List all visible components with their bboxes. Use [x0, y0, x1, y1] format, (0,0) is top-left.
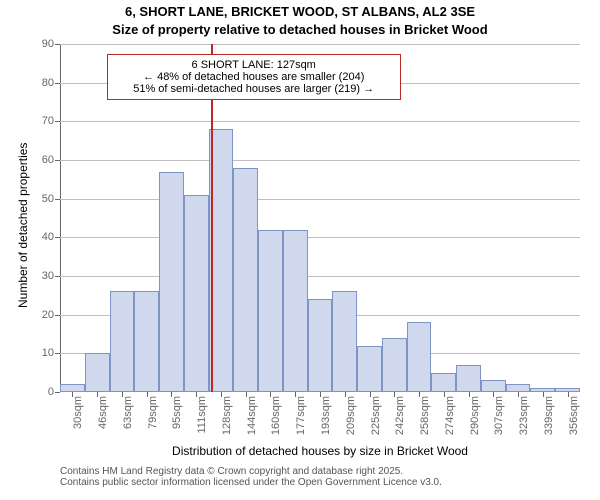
gridline — [60, 44, 580, 45]
histogram-bar — [481, 380, 506, 392]
x-tick-label: 339sqm — [543, 396, 555, 435]
y-tick-label: 70 — [30, 115, 60, 127]
footer-line: Contains public sector information licen… — [60, 477, 442, 488]
x-tick-label: 323sqm — [518, 396, 530, 435]
y-tick-label: 60 — [30, 154, 60, 166]
histogram-bar — [233, 168, 258, 392]
annotation-line: ← 48% of detached houses are smaller (20… — [112, 71, 396, 83]
x-tick-label: 225sqm — [370, 396, 382, 435]
annotation-box: 6 SHORT LANE: 127sqm← 48% of detached ho… — [107, 54, 401, 100]
gridline — [60, 276, 580, 277]
histogram-bar — [357, 346, 382, 392]
x-tick-label: 160sqm — [270, 396, 282, 435]
y-tick-label: 40 — [30, 231, 60, 243]
histogram-bar — [134, 291, 159, 392]
x-tick-label: 30sqm — [72, 396, 84, 429]
annotation-line: 6 SHORT LANE: 127sqm — [112, 59, 396, 71]
plot-area: 6 SHORT LANE: 127sqm← 48% of detached ho… — [60, 44, 580, 392]
gridline — [60, 160, 580, 161]
x-tick-label: 177sqm — [295, 396, 307, 435]
x-tick-label: 258sqm — [419, 396, 431, 435]
histogram-bar — [407, 322, 432, 392]
x-tick-label: 274sqm — [444, 396, 456, 435]
y-axis-title: Number of detached properties — [16, 143, 30, 308]
x-tick-label: 290sqm — [469, 396, 481, 435]
x-axis-title: Distribution of detached houses by size … — [60, 444, 580, 458]
x-tick-label: 356sqm — [568, 396, 580, 435]
histogram-bar — [283, 230, 308, 392]
x-tick-label: 63sqm — [122, 396, 134, 429]
histogram-bar — [184, 195, 209, 392]
y-tick-label: 80 — [30, 77, 60, 89]
histogram-bar — [332, 291, 357, 392]
x-tick-label: 111sqm — [196, 396, 208, 434]
gridline — [60, 237, 580, 238]
gridline — [60, 199, 580, 200]
histogram-bar — [60, 384, 85, 392]
x-tick-label: 95sqm — [171, 396, 183, 429]
x-tick-label: 46sqm — [97, 396, 109, 429]
chart-container: 6, SHORT LANE, BRICKET WOOD, ST ALBANS, … — [0, 0, 600, 500]
histogram-bar — [431, 373, 456, 392]
histogram-bar — [159, 172, 184, 392]
x-tick-label: 209sqm — [345, 396, 357, 435]
histogram-bar — [506, 384, 531, 392]
x-tick-label: 193sqm — [320, 396, 332, 435]
x-tick-label: 144sqm — [246, 396, 258, 435]
histogram-bar — [308, 299, 333, 392]
y-tick-label: 0 — [30, 386, 60, 398]
chart-title-line2: Size of property relative to detached ho… — [0, 22, 600, 37]
y-tick-label: 10 — [30, 347, 60, 359]
y-tick-label: 20 — [30, 309, 60, 321]
histogram-bar — [382, 338, 407, 392]
histogram-bar — [456, 365, 481, 392]
x-tick-label: 242sqm — [394, 396, 406, 435]
y-tick-label: 50 — [30, 193, 60, 205]
gridline — [60, 121, 580, 122]
histogram-bar — [110, 291, 135, 392]
y-axis-line — [60, 44, 61, 392]
x-tick-label: 128sqm — [221, 396, 233, 435]
x-tick-label: 79sqm — [147, 396, 159, 429]
footer-line: Contains HM Land Registry data © Crown c… — [60, 466, 442, 477]
histogram-bar — [85, 353, 110, 392]
chart-title-line1: 6, SHORT LANE, BRICKET WOOD, ST ALBANS, … — [0, 4, 600, 19]
annotation-line: 51% of semi-detached houses are larger (… — [112, 83, 396, 95]
y-tick-label: 30 — [30, 270, 60, 282]
x-tick-label: 307sqm — [493, 396, 505, 435]
histogram-bar — [258, 230, 283, 392]
footer-attribution: Contains HM Land Registry data © Crown c… — [60, 466, 442, 488]
y-tick-label: 90 — [30, 38, 60, 50]
